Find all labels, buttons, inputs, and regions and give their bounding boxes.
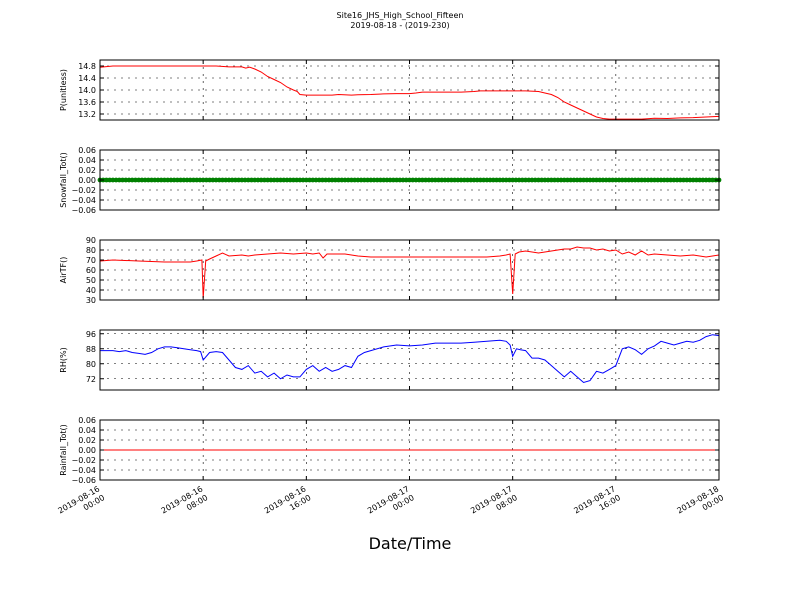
y-axis-label: Snowfall_Tot() [59, 152, 68, 208]
y-tick-label: 0.04 [78, 156, 96, 165]
y-tick-label: 80 [86, 360, 96, 369]
y-tick-label: 0.04 [78, 426, 96, 435]
y-tick-label: 0.02 [78, 166, 96, 175]
panel-2: −0.06−0.04−0.020.000.020.040.06 Snowfall_… [59, 146, 722, 215]
y-tick-label: 80 [86, 246, 96, 255]
y-tick-label: −0.04 [71, 466, 96, 475]
y-tick-label: 88 [86, 345, 96, 354]
y-tick-label: 0.00 [78, 176, 96, 185]
y-axis-label: RH(%) [59, 347, 68, 372]
y-tick-label: 70 [86, 256, 96, 265]
panel-5: −0.06−0.04−0.020.000.020.040.06 Rainfall_… [59, 416, 720, 485]
figure-title: Site16_JHS_High_School_Fifteen [336, 11, 464, 20]
data-line [100, 334, 720, 384]
data-line [99, 246, 720, 299]
y-axis-label: Rainfall_Tot() [59, 424, 68, 476]
y-tick-label: −0.06 [71, 206, 96, 215]
y-tick-label: −0.02 [71, 186, 96, 195]
y-tick-label: −0.06 [71, 476, 96, 485]
y-axis-label: AirTF() [59, 257, 68, 284]
data-line [99, 65, 720, 120]
y-tick-label: −0.04 [71, 196, 96, 205]
y-tick-label: 30 [86, 296, 96, 305]
y-tick-label: 40 [86, 286, 96, 295]
y-tick-label: 0.06 [78, 146, 96, 155]
y-tick-label: 72 [86, 375, 96, 384]
panel-4: 72 80 88 96 RH(%) [59, 329, 720, 391]
y-tick-label: 13.2 [78, 110, 96, 119]
y-axis-label: P(unitless) [59, 69, 68, 111]
y-tick-label: 14.8 [78, 62, 96, 71]
panel-1: 13.2 13.6 14.0 14.4 14.8 P(unitless) [59, 59, 720, 121]
y-tick-label: −0.02 [71, 456, 96, 465]
y-tick-label: 0.02 [78, 436, 96, 445]
figure-subtitle: 2019-08-18 - (2019-230) [350, 21, 450, 30]
y-tick-label: 90 [86, 236, 96, 245]
y-tick-label: 50 [86, 276, 96, 285]
y-tick-label: 13.6 [78, 98, 96, 107]
y-tick-label: 14.0 [78, 86, 96, 95]
y-tick-label: 96 [86, 330, 96, 339]
y-tick-label: 0.00 [78, 446, 96, 455]
y-tick-label: 60 [86, 266, 96, 275]
y-tick-label: 0.06 [78, 416, 96, 425]
x-axis-label: Date/Time [368, 534, 452, 553]
y-tick-label: 14.4 [78, 74, 96, 83]
